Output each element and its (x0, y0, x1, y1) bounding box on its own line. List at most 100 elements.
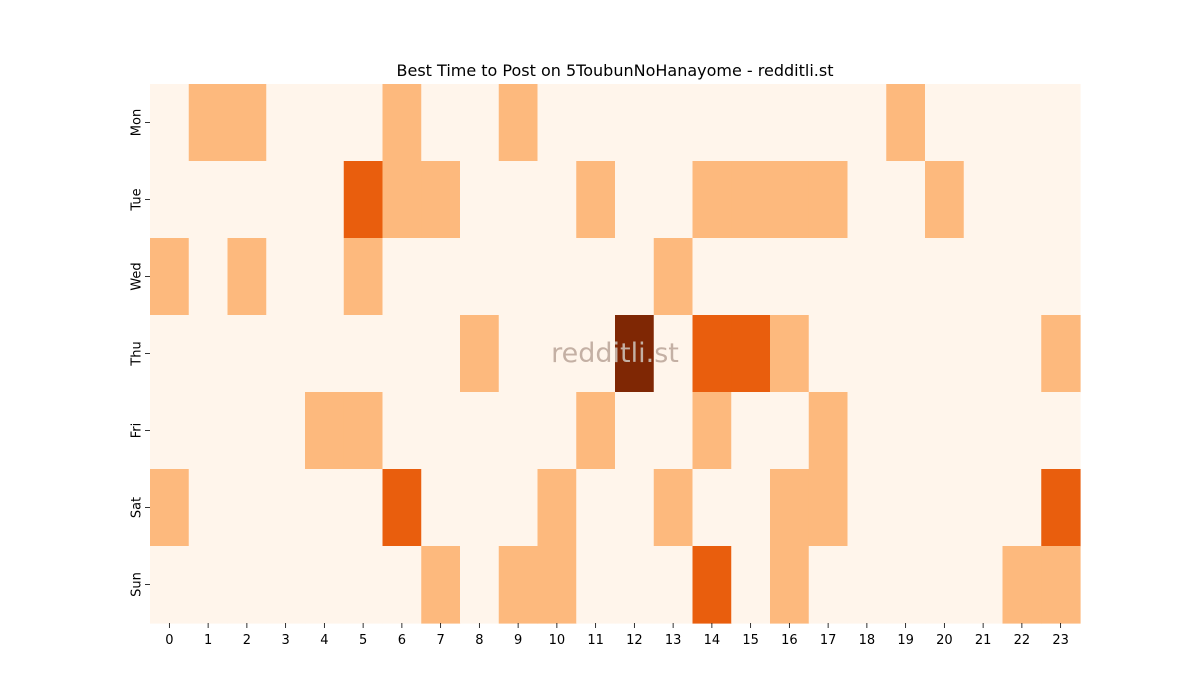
heatmap-cell-sun-12 (615, 546, 655, 624)
x-tick-label-5: 5 (359, 633, 367, 648)
x-tick-label-0: 0 (165, 633, 173, 648)
heatmap-cell-fri-13 (653, 392, 694, 470)
y-tick-label-wed: Wed (130, 262, 145, 290)
x-tick-label-10: 10 (549, 633, 566, 648)
heatmap-cell-mon-4 (305, 84, 345, 162)
heatmap-cell-sun-19 (886, 546, 926, 624)
x-tick-label-21: 21 (975, 633, 992, 648)
heatmap-cell-thu-3 (266, 315, 306, 393)
heatmap-cell-wed-22 (1002, 238, 1042, 316)
heatmap-cell-sun-3 (266, 546, 306, 624)
heatmap-cell-wed-6 (382, 238, 422, 316)
heatmap-cell-thu-15 (731, 315, 771, 393)
heatmap-cell-sat-20 (925, 469, 965, 547)
heatmap-cell-fri-1 (188, 392, 229, 470)
heatmap-cell-thu-11 (576, 315, 616, 393)
heatmap-cell-sun-11 (576, 546, 616, 624)
heatmap-cell-fri-15 (731, 392, 771, 470)
x-tick-label-2: 2 (243, 633, 251, 648)
x-tick-label-4: 4 (320, 633, 328, 648)
heatmap-cell-mon-3 (266, 84, 306, 162)
heatmap-cell-sat-6 (382, 469, 422, 547)
heatmap-cell-thu-22 (1002, 315, 1042, 393)
heatmap-cell-thu-4 (305, 315, 345, 393)
heatmap-cell-thu-13 (653, 315, 694, 393)
heatmap-cell-thu-21 (963, 315, 1004, 393)
x-tick-label-1: 1 (204, 633, 212, 648)
heatmap-cell-sun-8 (460, 546, 500, 624)
heatmap-cell-mon-22 (1002, 84, 1042, 162)
y-tick-label-fri: Fri (130, 423, 145, 439)
heatmap-cell-fri-2 (227, 392, 267, 470)
heatmap-cell-thu-19 (886, 315, 926, 393)
heatmap-cell-tue-14 (692, 161, 732, 239)
heatmap-cell-tue-11 (576, 161, 616, 239)
heatmap-cell-sat-16 (770, 469, 810, 547)
y-tick-label-sat: Sat (130, 497, 145, 518)
heatmap-cell-thu-5 (343, 315, 384, 393)
heatmap-cell-tue-13 (653, 161, 694, 239)
heatmap-cell-sun-20 (925, 546, 965, 624)
heatmap-cell-tue-19 (886, 161, 926, 239)
heatmap-cell-sat-21 (963, 469, 1004, 547)
heatmap-cell-fri-20 (925, 392, 965, 470)
heatmap-cell-sun-5 (343, 546, 384, 624)
heatmap-cell-tue-2 (227, 161, 267, 239)
heatmap-cell-sat-4 (305, 469, 345, 547)
heatmap-cell-sat-0 (150, 469, 190, 547)
heatmap-cell-wed-2 (227, 238, 267, 316)
x-tick-label-18: 18 (859, 633, 876, 648)
heatmap-cell-mon-16 (770, 84, 810, 162)
watermark-text: redditli.st (551, 338, 679, 369)
heatmap-cell-mon-10 (537, 84, 577, 162)
heatmap-cell-fri-16 (770, 392, 810, 470)
heatmap-cell-thu-0 (150, 315, 190, 393)
heatmap-cell-thu-10 (537, 315, 577, 393)
heatmap-cell-fri-0 (150, 392, 190, 470)
x-tick-label-14: 14 (704, 633, 721, 648)
heatmap-cell-mon-1 (188, 84, 229, 162)
heatmap-cell-wed-1 (188, 238, 229, 316)
x-tick-label-9: 9 (514, 633, 522, 648)
heatmap-cell-sun-21 (963, 546, 1004, 624)
heatmap-cell-mon-11 (576, 84, 616, 162)
heatmap-cells (150, 84, 1081, 624)
heatmap-cell-sat-12 (615, 469, 655, 547)
heatmap-cell-sun-23 (1041, 546, 1081, 624)
heatmap-cell-thu-18 (847, 315, 887, 393)
heatmap-cell-wed-17 (808, 238, 849, 316)
heatmap-cell-fri-14 (692, 392, 732, 470)
heatmap-cell-fri-6 (382, 392, 422, 470)
heatmap-cell-tue-9 (498, 161, 539, 239)
heatmap-cell-fri-17 (808, 392, 849, 470)
heatmap-cell-sat-7 (421, 469, 461, 547)
heatmap-cell-wed-21 (963, 238, 1004, 316)
heatmap-cell-wed-13 (653, 238, 694, 316)
heatmap-cell-sat-22 (1002, 469, 1042, 547)
heatmap-cell-sat-2 (227, 469, 267, 547)
heatmap-cell-sat-23 (1041, 469, 1081, 547)
heatmap-cell-sun-4 (305, 546, 345, 624)
heatmap-cell-fri-11 (576, 392, 616, 470)
heatmap-cell-sun-18 (847, 546, 887, 624)
x-tick-label-23: 23 (1052, 633, 1069, 648)
heatmap-cell-sat-1 (188, 469, 229, 547)
heatmap-cell-tue-17 (808, 161, 849, 239)
x-tick-label-7: 7 (436, 633, 444, 648)
heatmap-cell-mon-18 (847, 84, 887, 162)
heatmap-cell-tue-18 (847, 161, 887, 239)
heatmap-cell-mon-21 (963, 84, 1004, 162)
x-tick-label-22: 22 (1014, 633, 1031, 648)
heatmap-cell-tue-15 (731, 161, 771, 239)
heatmap-cell-sat-17 (808, 469, 849, 547)
heatmap-cell-mon-20 (925, 84, 965, 162)
heatmap-cell-sun-15 (731, 546, 771, 624)
heatmap-cell-sat-15 (731, 469, 771, 547)
heatmap-cell-sun-9 (498, 546, 539, 624)
y-tick-label-mon: Mon (130, 109, 145, 136)
heatmap-cell-thu-7 (421, 315, 461, 393)
heatmap-cell-tue-1 (188, 161, 229, 239)
heatmap-cell-thu-23 (1041, 315, 1081, 393)
heatmap-cell-sun-10 (537, 546, 577, 624)
